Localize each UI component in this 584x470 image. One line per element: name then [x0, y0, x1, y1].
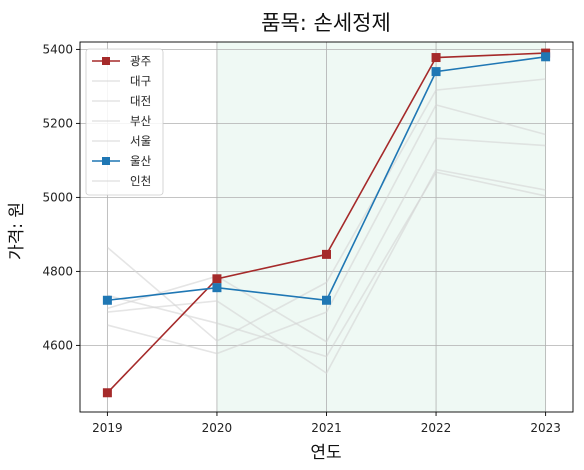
series-line-부산 [107, 103, 546, 355]
series-line-대구 [106, 78, 546, 342]
series-line-대전 [107, 137, 546, 343]
legend-label-대구: 대구 [130, 74, 151, 88]
data-point-울산-2022 [431, 67, 441, 77]
series-line-인천 [107, 171, 546, 358]
legend-label-울산: 울산 [130, 154, 152, 168]
y-axis-title: 가격: 원 [7, 202, 27, 260]
chart-title: 품목: 손세정제 [261, 11, 391, 35]
x-tick-label: 2020 [202, 421, 233, 435]
data-point-광주-2019 [102, 388, 112, 398]
legend-label-광주: 광주 [130, 54, 151, 68]
data-point-울산-2023 [541, 52, 551, 62]
series-line-서울 [107, 168, 546, 375]
data-point-광주-2020 [212, 274, 222, 284]
legend-label-부산: 부산 [130, 114, 152, 128]
shaded-period-band [216, 42, 546, 412]
legend-label-서울: 서울 [130, 134, 151, 148]
legend-marker-광주 [102, 57, 110, 65]
data-point-광주-2021 [322, 249, 331, 259]
y-tick-label: 4600 [42, 338, 73, 352]
x-axis-title: 연도 [310, 443, 341, 463]
legend-label-대전: 대전 [130, 94, 151, 108]
legend-label-인천: 인천 [130, 174, 151, 188]
legend-box [85, 48, 164, 196]
x-tick-label: 2021 [311, 421, 342, 435]
y-tick-label: 5000 [42, 190, 73, 204]
x-tick-label: 2019 [92, 421, 123, 435]
y-tick-label: 4800 [42, 264, 73, 278]
data-point-울산-2021 [322, 295, 331, 305]
data-point-울산-2019 [102, 295, 112, 305]
legend-marker-울산 [102, 157, 110, 165]
y-tick-label: 5200 [42, 116, 73, 130]
x-tick-label: 2023 [530, 421, 561, 435]
x-tick-label: 2022 [421, 421, 452, 435]
y-tick-label: 5400 [42, 42, 73, 56]
data-point-울산-2020 [212, 283, 222, 293]
data-point-광주-2022 [431, 53, 441, 63]
